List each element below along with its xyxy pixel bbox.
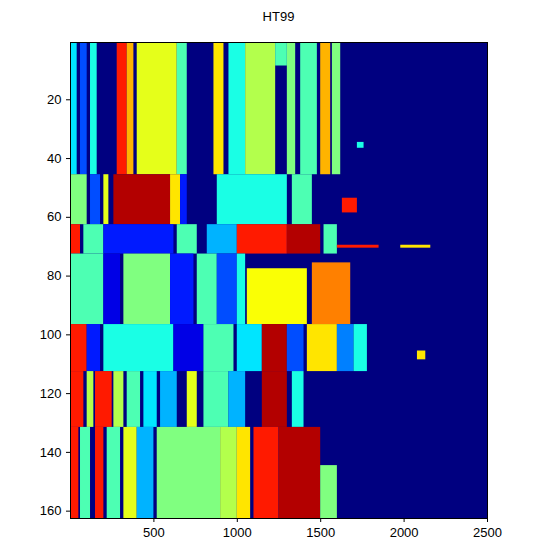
svg-text:20: 20 <box>47 92 61 107</box>
svg-text:1000: 1000 <box>223 525 252 540</box>
svg-text:60: 60 <box>47 209 61 224</box>
svg-text:2000: 2000 <box>390 525 419 540</box>
svg-text:160: 160 <box>40 503 62 518</box>
svg-text:120: 120 <box>40 386 62 401</box>
svg-text:500: 500 <box>143 525 165 540</box>
html-text:HT99: HT99 <box>262 9 295 24</box>
svg-text:40: 40 <box>47 151 61 166</box>
svg-text:1500: 1500 <box>306 525 335 540</box>
svg-text:2500: 2500 <box>473 525 502 540</box>
svg-text:100: 100 <box>40 327 62 342</box>
svg-text:80: 80 <box>47 268 61 283</box>
svg-text:140: 140 <box>40 445 62 460</box>
